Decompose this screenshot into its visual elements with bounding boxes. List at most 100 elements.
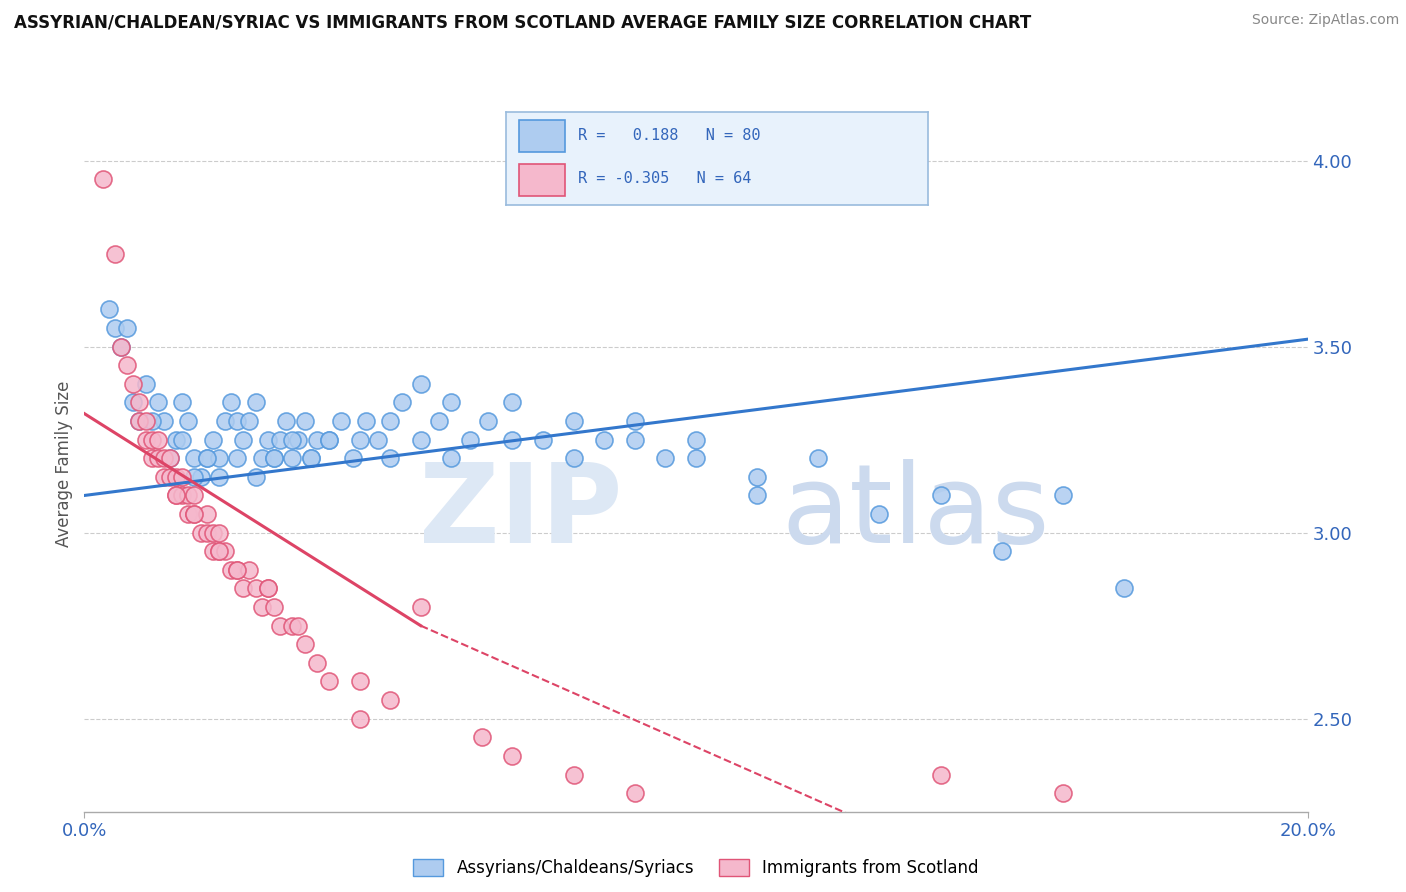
- Point: [135, 414, 157, 428]
- Point: [305, 656, 328, 670]
- Point: [427, 414, 450, 428]
- Point: [190, 470, 212, 484]
- Point: [219, 563, 242, 577]
- Point: [183, 470, 205, 484]
- Point: [477, 414, 499, 428]
- Point: [146, 395, 169, 409]
- Point: [141, 451, 163, 466]
- Point: [380, 414, 402, 428]
- Point: [135, 433, 157, 447]
- Point: [165, 433, 187, 447]
- Point: [1052, 488, 1074, 502]
- Point: [183, 451, 205, 466]
- Point: [409, 600, 432, 615]
- Text: atlas: atlas: [782, 459, 1050, 566]
- Point: [219, 395, 242, 409]
- Point: [122, 376, 145, 391]
- Point: [294, 637, 316, 651]
- Point: [141, 433, 163, 447]
- Point: [440, 451, 463, 466]
- Point: [201, 544, 224, 558]
- Point: [208, 544, 231, 558]
- Text: R = -0.305   N = 64: R = -0.305 N = 64: [578, 171, 751, 186]
- Point: [287, 618, 309, 632]
- Point: [245, 470, 267, 484]
- Point: [391, 395, 413, 409]
- Point: [502, 395, 524, 409]
- Point: [128, 414, 150, 428]
- Point: [747, 488, 769, 502]
- Point: [409, 376, 432, 391]
- Point: [226, 563, 249, 577]
- Point: [214, 414, 236, 428]
- Text: Source: ZipAtlas.com: Source: ZipAtlas.com: [1251, 13, 1399, 28]
- Point: [153, 470, 176, 484]
- Point: [624, 433, 647, 447]
- Legend: Assyrians/Chaldeans/Syriacs, Immigrants from Scotland: Assyrians/Chaldeans/Syriacs, Immigrants …: [406, 852, 986, 883]
- Text: ZIP: ZIP: [419, 459, 623, 566]
- Point: [531, 433, 554, 447]
- Point: [208, 525, 231, 540]
- Point: [747, 823, 769, 838]
- Point: [115, 321, 138, 335]
- FancyBboxPatch shape: [519, 120, 565, 152]
- Point: [226, 414, 249, 428]
- Point: [257, 582, 280, 596]
- Point: [226, 563, 249, 577]
- Point: [104, 246, 127, 260]
- FancyBboxPatch shape: [519, 164, 565, 196]
- Point: [141, 414, 163, 428]
- Point: [226, 451, 249, 466]
- Point: [1052, 786, 1074, 800]
- Point: [190, 525, 212, 540]
- Text: R =   0.188   N = 80: R = 0.188 N = 80: [578, 128, 761, 144]
- Point: [281, 433, 304, 447]
- Point: [104, 321, 127, 335]
- Point: [146, 451, 169, 466]
- Point: [201, 525, 224, 540]
- Point: [245, 582, 267, 596]
- Point: [257, 582, 280, 596]
- Point: [201, 433, 224, 447]
- Point: [110, 340, 132, 354]
- Point: [562, 414, 585, 428]
- Point: [214, 544, 236, 558]
- Point: [654, 451, 676, 466]
- Point: [929, 767, 952, 781]
- Point: [208, 544, 231, 558]
- Point: [458, 433, 481, 447]
- Point: [380, 693, 402, 707]
- Point: [349, 433, 371, 447]
- Point: [593, 433, 616, 447]
- Point: [747, 470, 769, 484]
- Point: [135, 376, 157, 391]
- Point: [165, 488, 187, 502]
- Point: [685, 451, 707, 466]
- Point: [208, 451, 231, 466]
- Point: [991, 544, 1014, 558]
- Point: [263, 600, 285, 615]
- Point: [269, 433, 291, 447]
- Point: [624, 414, 647, 428]
- Point: [183, 507, 205, 521]
- Point: [276, 414, 298, 428]
- Point: [299, 451, 322, 466]
- Point: [257, 433, 280, 447]
- Point: [318, 433, 340, 447]
- Point: [624, 786, 647, 800]
- Point: [330, 414, 353, 428]
- Point: [128, 414, 150, 428]
- Point: [250, 451, 273, 466]
- Point: [250, 600, 273, 615]
- Point: [281, 451, 304, 466]
- Point: [1114, 582, 1136, 596]
- Point: [172, 433, 194, 447]
- Point: [232, 582, 254, 596]
- Point: [165, 470, 187, 484]
- Text: ASSYRIAN/CHALDEAN/SYRIAC VS IMMIGRANTS FROM SCOTLAND AVERAGE FAMILY SIZE CORRELA: ASSYRIAN/CHALDEAN/SYRIAC VS IMMIGRANTS F…: [14, 13, 1032, 31]
- Point: [159, 451, 181, 466]
- Point: [562, 767, 585, 781]
- Point: [195, 507, 218, 521]
- Point: [354, 414, 377, 428]
- Point: [159, 470, 181, 484]
